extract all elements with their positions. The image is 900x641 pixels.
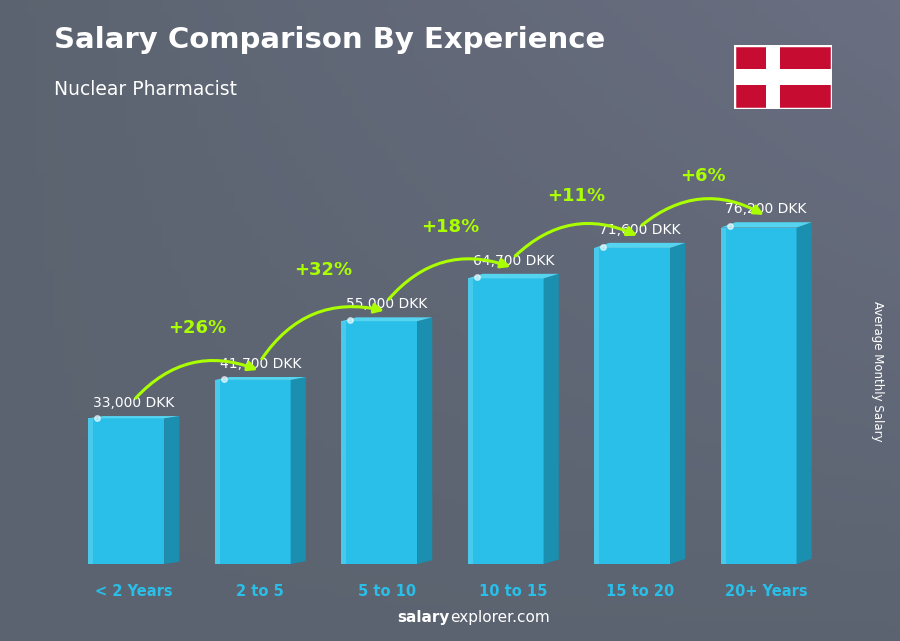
Polygon shape xyxy=(721,228,725,564)
Text: +18%: +18% xyxy=(421,218,479,236)
Text: +6%: +6% xyxy=(680,167,725,185)
Polygon shape xyxy=(341,317,432,321)
Polygon shape xyxy=(417,317,432,564)
Polygon shape xyxy=(796,222,812,564)
Text: 71,600 DKK: 71,600 DKK xyxy=(599,223,680,237)
Text: 55,000 DKK: 55,000 DKK xyxy=(346,297,428,312)
Polygon shape xyxy=(670,243,685,564)
Text: 20+ Years: 20+ Years xyxy=(724,584,807,599)
Polygon shape xyxy=(594,248,670,564)
Text: Nuclear Pharmacist: Nuclear Pharmacist xyxy=(54,80,237,99)
Text: Average Monthly Salary: Average Monthly Salary xyxy=(871,301,884,442)
Text: 5 to 10: 5 to 10 xyxy=(357,584,416,599)
Text: +32%: +32% xyxy=(294,260,353,279)
Polygon shape xyxy=(88,416,179,419)
Text: +11%: +11% xyxy=(547,187,606,205)
Polygon shape xyxy=(468,278,544,564)
Polygon shape xyxy=(721,228,796,564)
Polygon shape xyxy=(468,274,559,278)
Polygon shape xyxy=(341,321,417,564)
Text: 10 to 15: 10 to 15 xyxy=(479,584,547,599)
Text: 33,000 DKK: 33,000 DKK xyxy=(94,396,175,410)
Polygon shape xyxy=(594,243,685,248)
Polygon shape xyxy=(734,69,833,85)
Polygon shape xyxy=(594,248,599,564)
Polygon shape xyxy=(468,278,472,564)
Polygon shape xyxy=(341,321,346,564)
Polygon shape xyxy=(734,45,833,109)
Polygon shape xyxy=(215,380,291,564)
Text: explorer.com: explorer.com xyxy=(450,610,550,625)
Polygon shape xyxy=(721,222,812,228)
Text: 41,700 DKK: 41,700 DKK xyxy=(220,357,301,371)
Text: +26%: +26% xyxy=(168,319,226,337)
Polygon shape xyxy=(164,416,179,564)
Text: Salary Comparison By Experience: Salary Comparison By Experience xyxy=(54,26,605,54)
Polygon shape xyxy=(88,419,94,564)
Polygon shape xyxy=(766,45,780,109)
Polygon shape xyxy=(88,419,164,564)
Text: < 2 Years: < 2 Years xyxy=(95,584,173,599)
Text: 64,700 DKK: 64,700 DKK xyxy=(472,254,554,268)
Polygon shape xyxy=(544,274,559,564)
Text: 2 to 5: 2 to 5 xyxy=(237,584,284,599)
Text: salary: salary xyxy=(398,610,450,625)
Polygon shape xyxy=(215,377,306,380)
Polygon shape xyxy=(215,380,220,564)
Polygon shape xyxy=(291,377,306,564)
Text: 76,200 DKK: 76,200 DKK xyxy=(725,203,807,216)
Text: 15 to 20: 15 to 20 xyxy=(606,584,674,599)
